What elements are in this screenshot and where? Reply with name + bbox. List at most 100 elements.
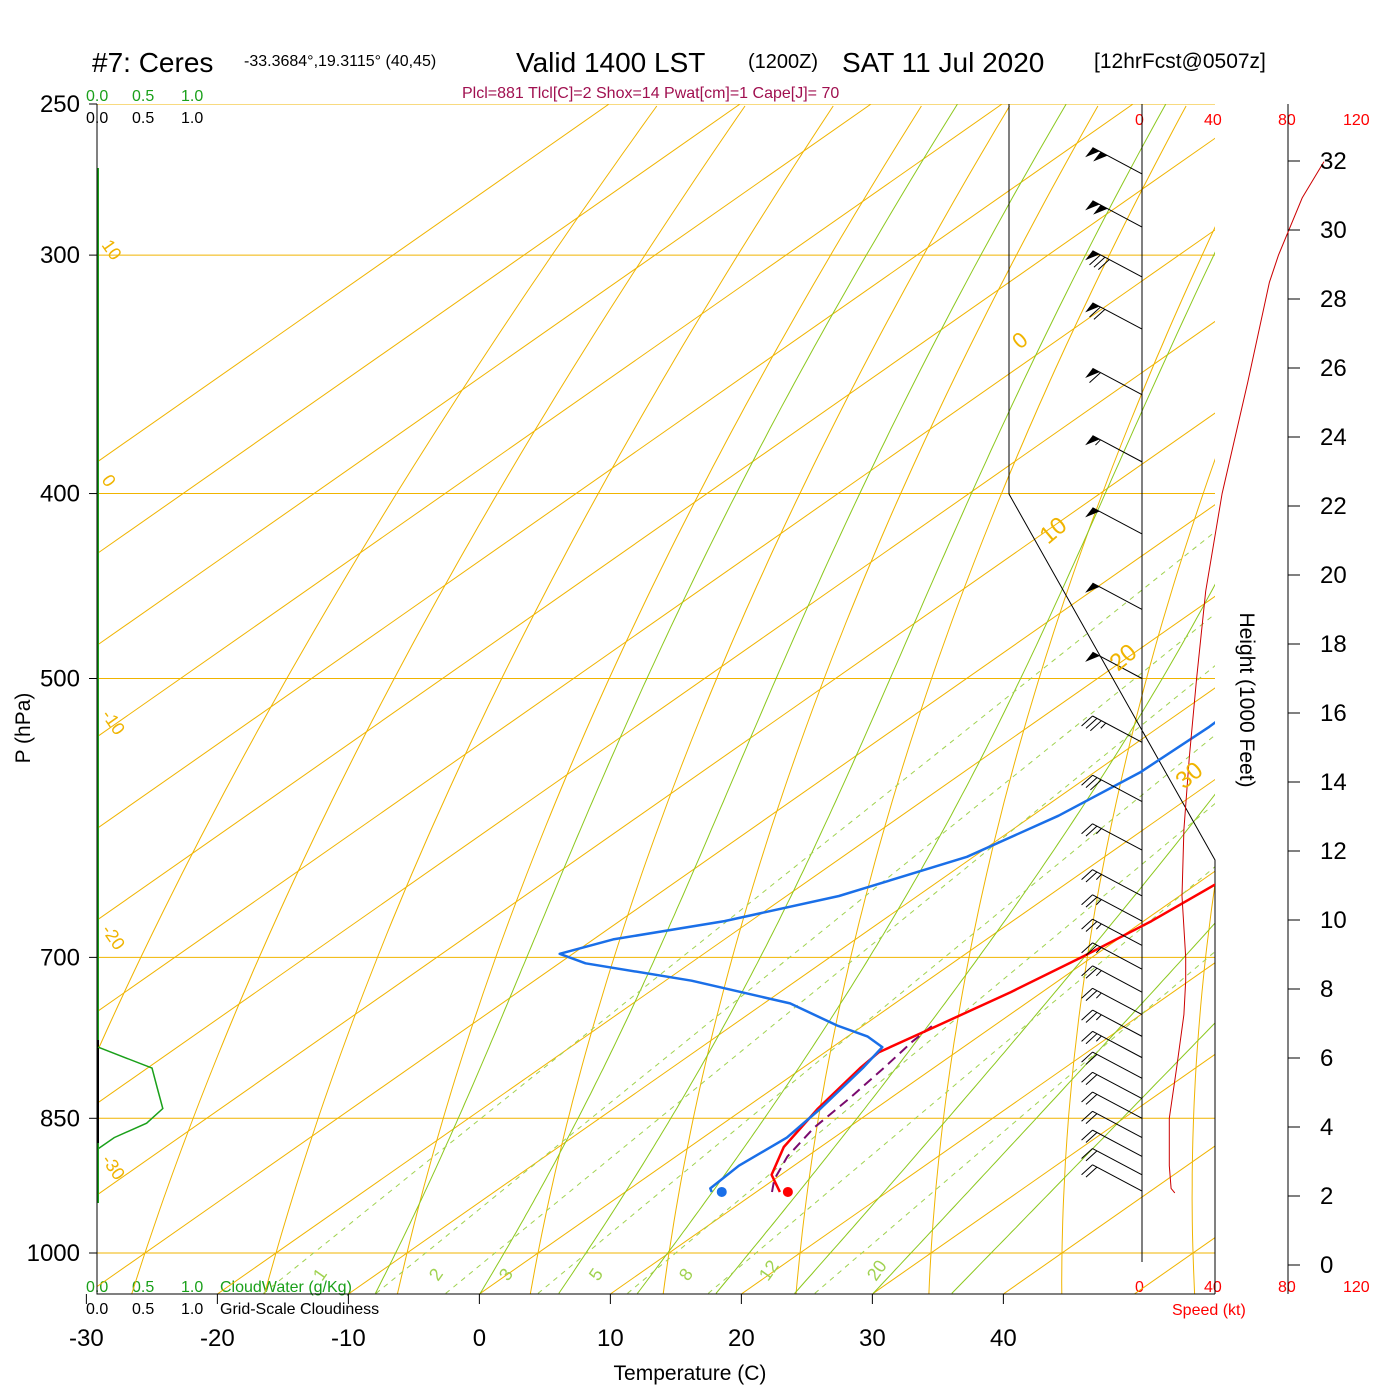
surface-dewpoint-marker (716, 1186, 727, 1197)
wind-barb (1081, 869, 1143, 897)
dry-adiabat-label: -30 (98, 1151, 129, 1184)
isotherm-line (741, 962, 1215, 1294)
moist-adiabat-line (637, 251, 1215, 1294)
wind-barb-staff (1092, 1129, 1143, 1157)
wind-barb-half (1095, 874, 1102, 880)
wind-barb-full (1081, 987, 1093, 999)
wind-barb-flag (1085, 507, 1100, 518)
dry-adiabat-line (928, 226, 1215, 1294)
wind-barb-staff (1092, 435, 1143, 463)
surface-temperature-marker (782, 1186, 793, 1197)
isotherm-line (97, 137, 1215, 921)
wind-barb-full (1089, 306, 1101, 318)
wind-barb (1085, 147, 1143, 175)
isotherm-line (97, 104, 610, 463)
dry-adiabat-line (1061, 458, 1215, 1294)
wind-barb-full (1081, 1129, 1093, 1141)
valid-time: Valid 1400 LST (516, 47, 705, 78)
moist-adiabat-label: 30 (1171, 757, 1209, 795)
wind-barb-flag (1085, 435, 1100, 446)
speed-tick-bottom-2: 80 (1278, 1279, 1296, 1296)
wind-barb-full (1081, 869, 1093, 881)
parcel-trace-line (771, 1024, 934, 1193)
height-tick-label: 4 (1320, 1114, 1333, 1141)
wind-barbs (1081, 147, 1143, 1192)
cloudwater-label: CloudWater (g/Kg) (220, 1279, 352, 1296)
wind-barb-full (1085, 1093, 1098, 1105)
wind-barb-full (1085, 717, 1098, 729)
wind-barb-staff (1092, 1091, 1143, 1119)
pressure-tick-label: 250 (40, 91, 80, 118)
wind-barb-flag (1085, 200, 1100, 211)
wind-barb-staff (1092, 250, 1143, 278)
wind-barb-full (1085, 967, 1098, 979)
wind-barb-staff (1092, 823, 1143, 851)
dry-adiabat-line (529, 105, 1011, 1294)
wind-barb (1085, 302, 1143, 330)
cloudwater-line (97, 1046, 164, 1150)
wind-barb-full (1085, 1054, 1098, 1065)
isotherm-line (1003, 1145, 1215, 1294)
dry-adiabat-line (131, 105, 746, 1294)
wind-barb-flag (1085, 250, 1100, 261)
x-tick-label: 20 (728, 1325, 755, 1352)
dry-adiabat-label: 10 (98, 236, 126, 264)
mixing-ratio-label: 5 (585, 1265, 607, 1285)
temperature-line (770, 883, 1215, 1193)
sounding-series (558, 721, 1215, 1197)
height-tick-label: 10 (1320, 907, 1347, 934)
dry-adiabat-line (662, 105, 1099, 1294)
wind-barb (1081, 823, 1143, 851)
wind-barb-full (1090, 720, 1102, 732)
wind-barb-staff (1092, 1110, 1143, 1139)
height-axis-label: Height (1000 Feet) (1235, 612, 1258, 787)
mixing-ratio-line (445, 665, 1215, 1294)
wind-barb-staff (1092, 302, 1143, 330)
wind-barb-full (1089, 254, 1101, 266)
wind-barb-full (1081, 965, 1093, 977)
wind-barb-half (1095, 923, 1102, 930)
x-tick-label: 40 (990, 1325, 1017, 1352)
height-tick-label: 18 (1320, 631, 1347, 658)
x-tick-label: 10 (597, 1325, 624, 1352)
dry-adiabat-line (264, 105, 834, 1294)
cloudwater-layer (97, 168, 164, 1203)
wind-barb-staff (1092, 651, 1143, 679)
cloudwater-tick-top-0: 0.0 (86, 88, 108, 105)
wind-barb-half (1095, 1014, 1102, 1021)
wind-barb-staff (1092, 1148, 1143, 1176)
isotherm-line (610, 870, 1215, 1294)
isotherm-line (97, 104, 741, 555)
plot-frame (96, 104, 1289, 1295)
height-tick-label: 12 (1320, 838, 1347, 865)
wind-barb (1085, 651, 1143, 679)
mixing-ratio-line (627, 803, 1215, 1294)
wind-barb-staff (1092, 1164, 1143, 1192)
wind-barb-staff (1092, 200, 1143, 228)
wind-barb-full (1089, 372, 1101, 383)
wind-barb (1081, 1148, 1143, 1176)
isotherm-line (97, 104, 872, 646)
pressure-tick-label: 500 (40, 666, 80, 693)
x-tick-label: 0 (473, 1325, 486, 1352)
wind-barb-staff (1092, 715, 1143, 743)
wind-barb-full (1081, 774, 1093, 786)
wind-barb-full (1085, 944, 1098, 956)
mixing-ratio-line (707, 866, 1215, 1294)
wind-barb (1081, 1091, 1143, 1119)
wind-barb-full (1090, 779, 1102, 791)
cloudwater-tick-bottom-2: 1.0 (181, 1279, 203, 1296)
wind-barb (1081, 774, 1143, 802)
height-tick-label: 22 (1320, 493, 1347, 520)
wind-barb-full (1085, 990, 1098, 1002)
wind-barb (1085, 200, 1143, 228)
wind-barb (1081, 1009, 1143, 1037)
speed-tick-bottom-0: 0 (1135, 1279, 1144, 1296)
x-tick-label: -10 (331, 1325, 366, 1352)
mixing-ratio-label: 8 (675, 1265, 697, 1285)
valid-date: SAT 11 Jul 2020 (842, 47, 1044, 78)
x-tick-label: 30 (859, 1325, 886, 1352)
isotherm-line (97, 504, 1215, 1288)
moist-adiabat-line (558, 104, 1167, 1294)
